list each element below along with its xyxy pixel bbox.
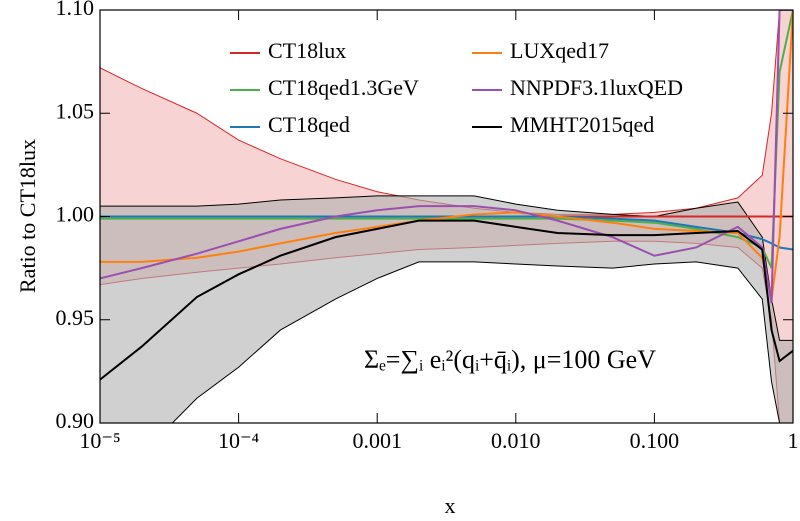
legend-label: NNPDF3.1luxQED [510,75,683,100]
legend-label: LUXqed17 [510,38,609,63]
y-axis-label: Ratio to CT18lux [15,139,40,293]
y-tick-label: 1.10 [56,0,95,20]
annotation: Σₑ=∑ᵢ eᵢ²(qᵢ+q̄ᵢ), μ=100 GeV [364,345,656,374]
x-axis-label: x [445,493,456,518]
y-tick-label: 1.05 [56,98,95,123]
legend-label: CT18qed1.3GeV [268,75,419,100]
x-tick-label: 0.100 [630,428,680,453]
x-tick-label: 0.001 [352,428,402,453]
series-line [100,215,793,251]
series-line [100,219,793,381]
x-tick-label: 1 [788,428,799,453]
legend-label: CT18qed [268,112,350,137]
x-tick-label: 10⁻⁴ [218,428,260,453]
band [100,195,793,423]
x-tick-label: 0.010 [491,428,541,453]
series-line [100,10,793,304]
legend-label: MMHT2015qed [510,112,654,137]
y-tick-label: 0.95 [56,305,95,330]
x-tick-label: 10⁻⁵ [79,428,120,453]
plot-area [100,10,793,423]
legend-label: CT18lux [268,38,346,63]
y-tick-label: 1.00 [56,202,95,227]
y-tick-label: 0.90 [56,408,95,433]
